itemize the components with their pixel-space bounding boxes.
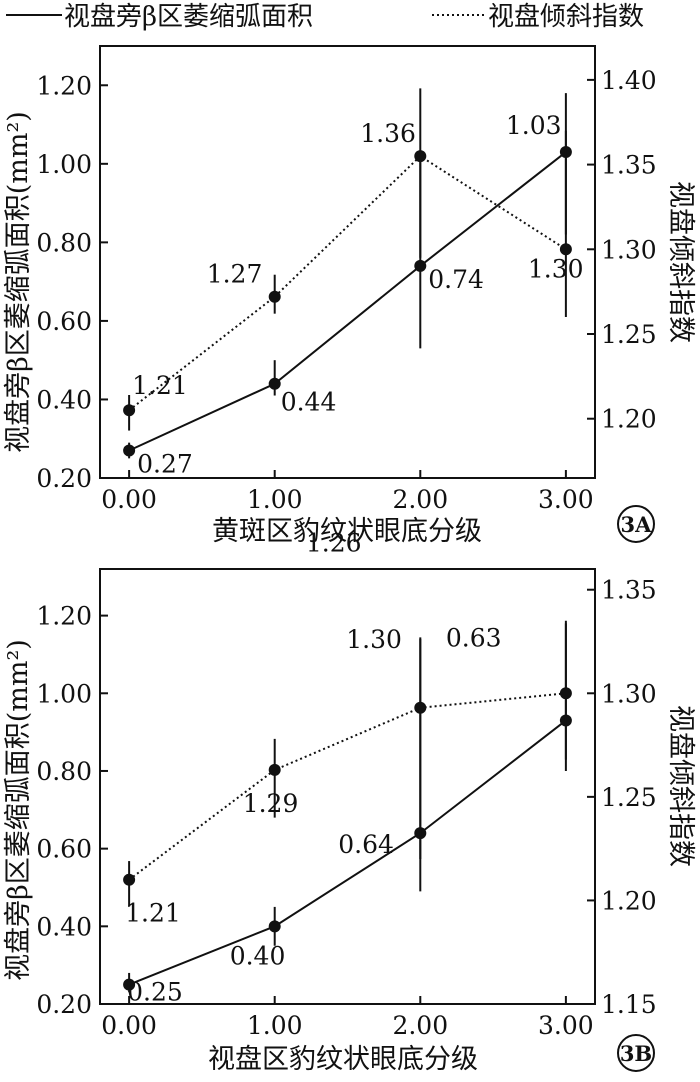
y-tick-label: 0.60 <box>36 835 92 864</box>
data-label: 1.03 <box>506 111 562 140</box>
y2-axis-label: 视盘倾斜指数 <box>665 705 696 867</box>
x-tick-label: 3.00 <box>538 1011 594 1040</box>
data-label: 0.63 <box>446 623 502 652</box>
data-label: 1.30 <box>528 254 584 283</box>
x-tick-label: 1.00 <box>247 485 303 514</box>
data-label: 1.26 <box>306 528 362 557</box>
data-label: 0.74 <box>428 265 484 294</box>
data-label: 1.30 <box>346 625 402 654</box>
data-point <box>268 377 281 390</box>
panel-badge: 3A <box>617 505 655 543</box>
svg-text:3B: 3B <box>620 1041 652 1066</box>
x-tick-label: 0.00 <box>101 485 157 514</box>
legend: 视盘旁β区萎缩弧面积 视盘倾斜指数 <box>6 2 644 32</box>
y2-tick-label: 1.15 <box>601 990 657 1019</box>
y2-tick-label: 1.20 <box>601 405 657 434</box>
data-label: 1.21 <box>132 371 188 400</box>
left-axis-ticks: 0.20 0.40 0.60 0.80 1.00 1.20 <box>36 602 108 1019</box>
y-tick-label: 0.80 <box>36 757 92 786</box>
y2-tick-label: 1.35 <box>601 151 657 180</box>
y-axis-label: 视盘旁β区萎缩弧面积(mm²) <box>3 111 34 453</box>
y-tick-label: 0.40 <box>36 385 92 414</box>
y-tick-label: 0.20 <box>36 990 92 1019</box>
right-axis-ticks: 1.20 1.25 1.30 1.35 1.40 <box>587 66 657 434</box>
data-label: 1.27 <box>207 260 263 289</box>
series-line-solid <box>128 719 567 986</box>
plot-frame <box>99 568 596 1005</box>
y-tick-label: 0.40 <box>36 912 92 941</box>
x-tick-label: 0.00 <box>101 1011 157 1040</box>
x-axis-ticks: 0.00 1.00 2.00 3.00 <box>101 996 594 1040</box>
data-point <box>123 404 136 417</box>
left-axis-ticks: 0.20 0.40 0.60 0.80 1.00 1.20 <box>36 71 108 493</box>
data-marks: 0.25 0.40 0.64 0.63 1.21 1.29 1.30 1.26 <box>123 528 572 1007</box>
x-axis-label: 黄斑区豹纹状眼底分级 <box>212 516 482 547</box>
y2-tick-label: 1.30 <box>601 235 657 264</box>
data-point <box>123 978 136 991</box>
data-point <box>559 243 572 256</box>
data-point <box>559 687 572 700</box>
data-label: 0.40 <box>230 941 286 970</box>
data-point <box>123 873 136 886</box>
data-label: 0.25 <box>127 978 183 1007</box>
x-tick-label: 3.00 <box>538 485 594 514</box>
data-point <box>414 150 427 163</box>
y2-tick-label: 1.25 <box>601 783 657 812</box>
legend-dotted-label: 视盘倾斜指数 <box>488 2 644 32</box>
x-axis-ticks: 0.00 1.00 2.00 3.00 <box>101 470 594 514</box>
series-line-dotted <box>128 692 566 881</box>
y2-tick-label: 1.40 <box>601 66 657 95</box>
data-label: 0.27 <box>137 450 193 479</box>
y-tick-label: 0.60 <box>36 307 92 336</box>
panel-3b: 0.20 0.40 0.60 0.80 1.00 1.20 1.15 1.20 1.25 1.3… <box>3 528 696 1075</box>
y2-tick-label: 1.20 <box>601 886 657 915</box>
svg-text:3A: 3A <box>621 512 653 537</box>
x-axis-label: 视盘区豹纹状眼底分级 <box>208 1044 478 1075</box>
x-tick-label: 2.00 <box>392 1011 448 1040</box>
legend-solid-label: 视盘旁β区萎缩弧面积 <box>64 2 313 32</box>
data-label: 1.29 <box>243 789 299 818</box>
y-tick-label: 1.00 <box>36 150 92 179</box>
panel-badge: 3B <box>617 1034 655 1072</box>
data-point <box>268 920 281 933</box>
plot-frame <box>99 45 596 479</box>
series-line-solid <box>128 151 567 452</box>
y-tick-label: 0.80 <box>36 228 92 257</box>
data-marks: 0.27 0.44 0.74 1.03 1.21 1.27 1.36 1.30 <box>123 88 584 479</box>
y2-tick-label: 1.30 <box>601 679 657 708</box>
data-point <box>414 701 427 714</box>
y2-tick-label: 1.35 <box>601 576 657 605</box>
x-tick-label: 1.00 <box>247 1011 303 1040</box>
right-axis-ticks: 1.15 1.20 1.25 1.30 1.35 <box>587 576 657 1019</box>
data-point <box>414 259 427 272</box>
y-tick-label: 1.20 <box>36 71 92 100</box>
data-label: 1.21 <box>125 899 181 928</box>
data-label: 1.36 <box>360 119 416 148</box>
y-tick-label: 1.20 <box>36 602 92 631</box>
panel-3a: 0.20 0.40 0.60 0.80 1.00 1.20 1.20 1.25 1.30 1.3… <box>3 45 696 547</box>
data-label: 0.64 <box>338 830 394 859</box>
series-line-dotted <box>128 154 567 412</box>
y-tick-label: 0.20 <box>36 464 92 493</box>
data-point <box>268 290 281 303</box>
y2-tick-label: 1.25 <box>601 320 657 349</box>
y-tick-label: 1.00 <box>36 679 92 708</box>
x-tick-label: 2.00 <box>392 485 448 514</box>
data-point <box>268 763 281 776</box>
data-point <box>123 444 136 457</box>
data-label: 0.44 <box>281 388 337 417</box>
y2-axis-label: 视盘倾斜指数 <box>665 181 696 343</box>
y-axis-label: 视盘旁β区萎缩弧面积(mm²) <box>3 639 34 981</box>
